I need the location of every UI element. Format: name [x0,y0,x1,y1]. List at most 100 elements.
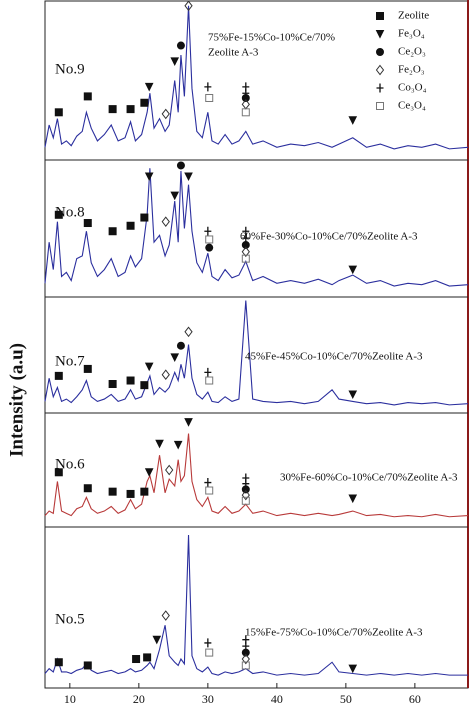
marker-diamond [184,326,193,338]
marker-open-square [205,486,214,495]
x-tick-label: 50 [340,692,352,706]
panel-name: No.9 [55,61,85,77]
marker-triangle [348,116,358,125]
marker-square [83,661,92,670]
marker-triangle [173,440,183,450]
marker-plus [204,478,212,488]
composition-label: 30%Fe-60%Co-10%Ce/70%Zeolite A-3 [280,472,458,484]
marker-circle [241,93,250,102]
marker-diamond [241,489,250,501]
x-tick-label: 20 [133,692,145,706]
series-line [44,433,469,518]
marker-triangle [144,82,154,92]
marker-triangle [184,418,193,427]
marker-open-square [241,108,250,117]
marker-triangle [144,362,154,372]
marker-square [83,484,92,493]
marker-circle [241,485,250,494]
marker-circle [176,41,185,50]
marker-square [83,92,92,101]
legend-label: Fe₂O₃ [398,64,425,76]
marker-square [143,653,152,662]
composition-label: 45%Fe-45%Co-10%Ce/70%Zeolite A-3 [245,351,423,363]
x-tick-label: 40 [271,692,283,706]
marker-diamond [241,246,250,258]
composition-label: 75%Fe-15%Co-10%Ce/70% [208,32,335,44]
marker-plus [204,367,212,377]
marker-plus [204,638,212,648]
legend-label: Fe₃O₄ [398,28,425,40]
marker-plus [376,83,384,93]
marker-triangle [170,353,180,362]
marker-open-square [205,648,214,657]
marker-diamond [161,610,170,621]
marker-plus [204,82,212,92]
marker-square [126,105,135,114]
marker-plus [204,226,212,236]
x-tick-label: 10 [64,692,76,706]
marker-triangle [375,30,385,39]
marker-square [126,221,135,230]
marker-open-square [205,235,214,244]
x-tick-label: 60 [409,692,421,706]
marker-square [108,105,117,114]
composition-label: 15%Fe-75%Co-10%Ce/70%Zeolite A-3 [245,627,423,639]
marker-square [108,227,117,236]
series-line [44,535,468,676]
marker-triangle [348,664,358,674]
legend-label: Co₃O₄ [398,82,427,94]
marker-circle [241,240,250,249]
marker-square [140,98,149,107]
marker-open-square [205,376,214,385]
composition-label: 60%Fe-30%Co-10%Ce/70%Zeolite A-3 [240,231,418,243]
series-line [44,168,469,287]
marker-square [54,371,63,380]
x-tick-label: 30 [202,692,214,706]
marker-open-square [205,93,214,102]
marker-triangle [155,439,164,449]
marker-triangle [170,191,180,201]
legend-label: Ce₂O₃ [398,46,426,58]
marker-open-square [241,254,250,263]
marker-diamond [184,0,193,12]
composition-label: Zeolite A-3 [208,47,259,59]
marker-square [132,655,141,664]
marker-diamond [161,216,170,227]
marker-square [140,487,149,496]
marker-triangle [144,468,154,477]
legend-label: Zeolite [398,10,429,22]
panel-name: No.7 [55,353,85,369]
marker-square [126,489,135,498]
marker-diamond [375,64,385,76]
marker-circle [376,48,384,56]
marker-square [126,376,135,385]
marker-square [108,380,117,388]
marker-square [108,487,117,496]
marker-diamond [161,108,170,120]
marker-open-square [376,102,384,110]
marker-triangle [184,172,193,182]
marker-square [54,108,63,117]
marker-open-square [241,496,250,505]
marker-open-square [241,661,250,670]
marker-square [54,658,63,667]
legend-label: Ce₃O₄ [398,100,426,112]
marker-square [140,381,149,390]
marker-circle [176,341,185,350]
series-line [44,5,469,150]
marker-diamond [165,464,174,476]
panel-name: No.5 [55,611,85,627]
marker-diamond [241,653,250,665]
series-line [44,300,469,406]
marker-triangle [348,390,358,400]
marker-square [83,219,92,228]
marker-triangle [348,265,358,275]
marker-triangle [348,494,358,504]
marker-diamond [161,369,170,381]
marker-square [54,468,63,477]
marker-square [83,364,92,373]
marker-square [140,213,149,222]
marker-square [376,12,384,20]
marker-square [54,210,63,219]
marker-triangle [152,635,162,645]
